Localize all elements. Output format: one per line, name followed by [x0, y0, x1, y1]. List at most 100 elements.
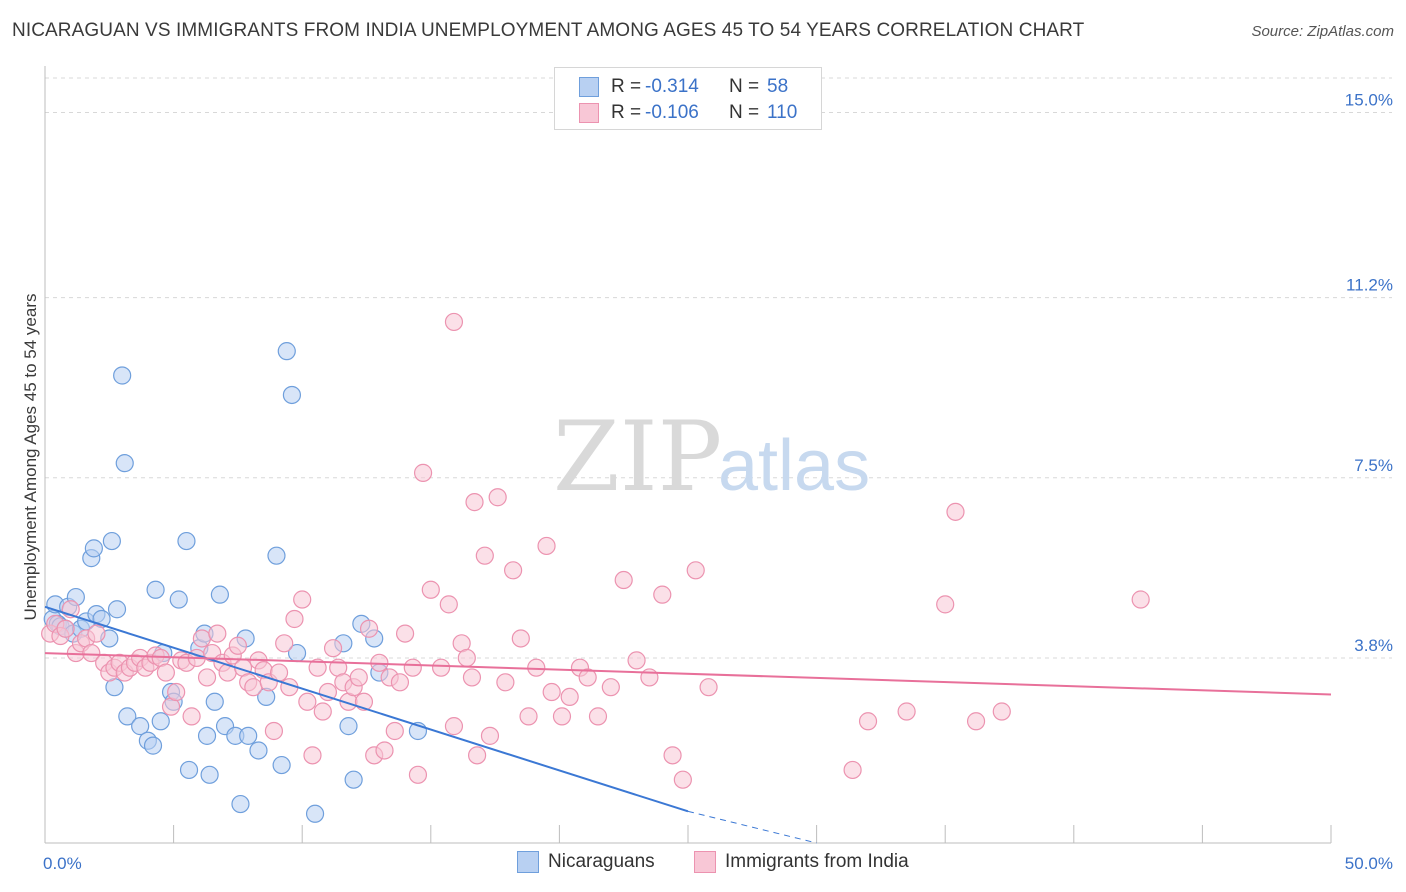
india-point: [614, 570, 633, 590]
india-point: [197, 668, 217, 687]
bottom-legend-india: Immigrants from India: [694, 851, 909, 873]
india-point: [56, 619, 75, 638]
india-point: [699, 678, 718, 697]
legend-r-value: -0.106: [645, 102, 699, 123]
nicaraguan-point: [177, 531, 196, 551]
india-point: [663, 746, 682, 765]
india-point: [264, 721, 284, 741]
nicaraguan-point: [305, 804, 325, 823]
nicaraguan-point: [143, 736, 163, 755]
legend-row-india: R = -0.106 N = 110: [579, 101, 797, 125]
india-point: [457, 648, 476, 668]
india-point: [390, 673, 410, 692]
bottom-legend-label: Immigrants from India: [725, 851, 909, 872]
y-tick-label: 7.5%: [1354, 456, 1393, 475]
trend-lines: [44, 605, 1332, 844]
india-point: [480, 726, 500, 745]
india-point: [475, 546, 494, 565]
legend-n-value: 58: [767, 76, 789, 97]
india-point: [408, 765, 428, 784]
india-point: [537, 536, 556, 556]
nicaraguan-point: [115, 454, 134, 473]
grid-lines: [45, 77, 1392, 659]
india-point: [992, 702, 1011, 721]
nicaraguan-point: [239, 726, 258, 745]
india-point: [601, 678, 620, 697]
india-point: [496, 673, 515, 692]
nicaraguan-point: [102, 531, 121, 551]
india-point: [444, 717, 464, 736]
nicaraguan-point: [231, 794, 250, 814]
india-point: [313, 702, 332, 721]
bottom-legend-nicaraguans: Nicaraguans: [517, 851, 655, 873]
bottom-swatch-india: [694, 851, 716, 873]
nicaraguan-point: [113, 366, 132, 385]
india-point: [444, 312, 464, 332]
india-trend-line: [44, 652, 1332, 696]
india-point: [653, 585, 672, 604]
correlation-legend: R = -0.314 N = 58 R = -0.106 N = 110: [554, 67, 822, 130]
india-point: [1131, 590, 1150, 609]
legend-row-nicaraguans: R = -0.314 N = 58: [579, 75, 788, 99]
x-tick-label: 0.0%: [43, 854, 82, 873]
watermark-zip: ZIP: [553, 401, 722, 513]
india-point: [627, 651, 646, 670]
y-tick-label: 15.0%: [1345, 91, 1393, 110]
bottom-legend-label: Nicaraguans: [548, 851, 655, 872]
y-tick-labels: 3.8% 7.5% 11.2% 15.0%: [1345, 91, 1393, 655]
source-label: Source: ZipAtlas.com: [1251, 23, 1394, 40]
india-point: [946, 502, 965, 521]
india-point: [349, 668, 368, 687]
india-point: [82, 643, 101, 663]
chart-title: NICARAGUAN VS IMMIGRANTS FROM INDIA UNEM…: [12, 20, 1085, 41]
india-point: [588, 707, 608, 726]
india-point: [686, 561, 705, 580]
india-point: [467, 746, 487, 765]
india-point: [560, 687, 579, 707]
india-point: [527, 658, 546, 677]
india-point: [308, 658, 327, 677]
legend-r-value: -0.314: [645, 76, 699, 97]
india-point: [966, 712, 986, 731]
legend-swatch-nicaraguans: [579, 77, 599, 97]
india-point: [431, 658, 451, 677]
india-point: [156, 663, 175, 682]
nicaraguan-point: [131, 717, 150, 736]
india-point: [323, 639, 343, 658]
india-point: [298, 692, 317, 711]
nicaraguan-point: [205, 692, 224, 711]
india-point: [167, 682, 186, 702]
india-point: [897, 702, 916, 721]
nicaraguan-point: [107, 600, 127, 619]
india-point: [462, 668, 482, 687]
scatter-points: [41, 312, 1150, 823]
india-point: [504, 561, 523, 580]
india-point: [936, 595, 955, 614]
nicaraguan-point: [249, 741, 268, 760]
watermark: ZIP atlas: [553, 401, 870, 513]
india-point: [285, 609, 304, 629]
india-point: [421, 580, 440, 599]
nicaraguan-trend-line: [44, 605, 689, 813]
nicaraguan-point: [146, 580, 165, 599]
nicaraguan-point: [200, 765, 219, 784]
india-point: [439, 595, 458, 614]
india-point: [673, 770, 692, 789]
bottom-swatch-nicaraguans: [517, 851, 539, 873]
nicaraguan-point: [267, 546, 286, 565]
nicaraguan-point: [210, 585, 229, 604]
india-point: [413, 463, 433, 482]
nicaraguan-point: [277, 342, 296, 361]
india-point: [395, 624, 415, 643]
y-tick-label: 11.2%: [1346, 276, 1393, 295]
india-point: [465, 493, 484, 512]
legend-r-label: R =: [611, 102, 642, 123]
x-tick-label: 50.0%: [1345, 854, 1393, 873]
legend-n-label: N =: [729, 76, 760, 97]
legend-n-label: N =: [729, 102, 760, 123]
nicaraguan-point: [151, 712, 170, 731]
nicaraguan-point: [169, 590, 188, 609]
india-point: [858, 712, 878, 731]
india-point: [843, 760, 862, 780]
nicaraguan-point: [84, 539, 103, 558]
